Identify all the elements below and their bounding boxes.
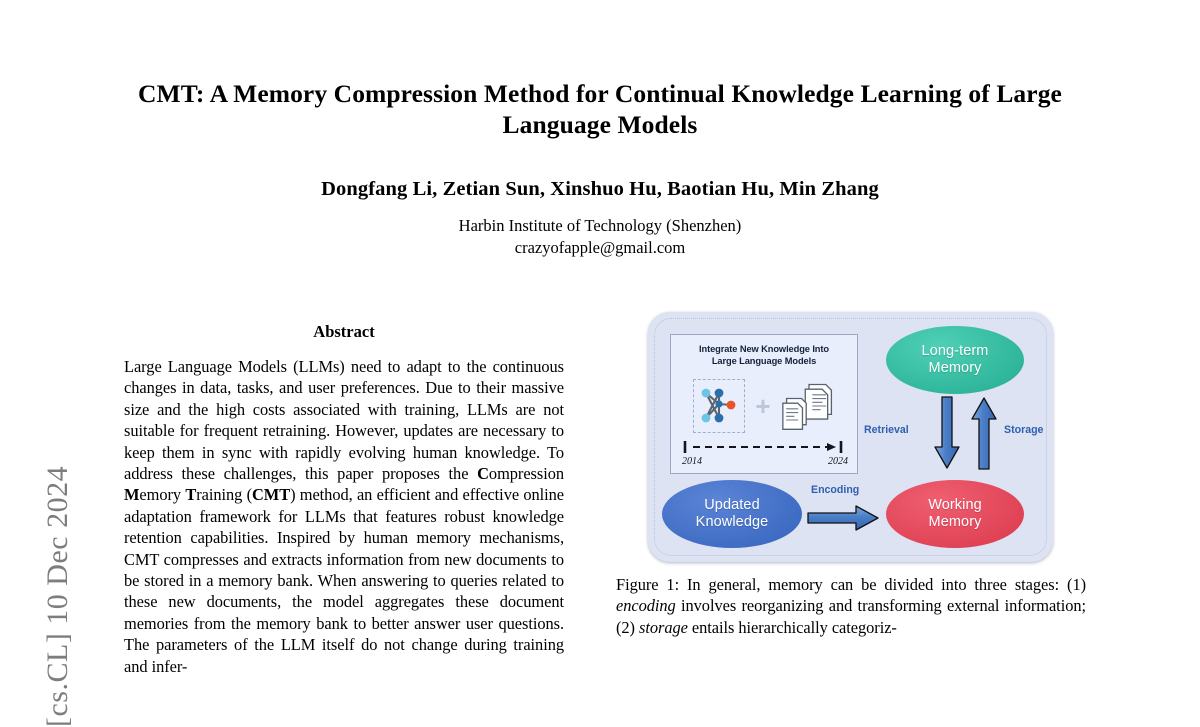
caption-text-3: entails hierarchically categoriz- <box>687 617 897 637</box>
storage-arrow-up-icon <box>971 397 997 470</box>
retrieval-arrow-down-icon <box>934 396 960 469</box>
figure-caption: Figure 1: In general, memory can be divi… <box>616 574 1086 638</box>
document-stack-icon <box>781 383 832 430</box>
abstract-text-4: raining ( <box>196 485 252 505</box>
panel-title-line-2: Large Language Models <box>711 356 817 366</box>
caption-text-2: involves reorganizing and transforming e… <box>616 596 1086 637</box>
caption-emphasis-encoding: encoding <box>616 596 676 616</box>
arxiv-stamp: [cs.CL] 10 Dec 2024 <box>0 0 92 727</box>
updated-knowledge-line-1: Updated <box>704 497 760 513</box>
arrow-label-encoding: Encoding <box>811 484 860 496</box>
timeline-labels: 2014 2024 <box>681 456 849 467</box>
title-block: CMT: A Memory Compression Method for Con… <box>110 78 1090 259</box>
timeline-end-label: 2024 <box>828 456 848 467</box>
knowledge-panel-title: Integrate New Knowledge Into Large Langu… <box>677 343 851 367</box>
figure-column: Integrate New Knowledge Into Large Langu… <box>616 312 1086 638</box>
arrow-label-storage: Storage <box>1004 424 1044 436</box>
panel-icon-row: + <box>671 377 859 435</box>
node-long-term-memory: Long-term Memory <box>886 326 1024 394</box>
abstract-column: Abstract Large Language Models (LLMs) ne… <box>124 322 564 677</box>
node-working-memory: Working Memory <box>886 480 1024 548</box>
graph-icon-box <box>693 379 746 433</box>
arxiv-stamp-text: [cs.CL] 10 Dec 2024 <box>41 465 74 727</box>
abstract-body: Large Language Models (LLMs) need to ada… <box>124 356 564 677</box>
knowledge-panel: Integrate New Knowledge Into Large Langu… <box>670 334 858 474</box>
neural-network-graph-icon <box>702 388 736 423</box>
arrow-label-retrieval: Retrieval <box>864 424 909 436</box>
caption-text-1: Figure 1: In general, memory can be divi… <box>616 575 1086 594</box>
contact-email: crazyofapple@gmail.com <box>514 238 686 257</box>
working-memory-line-2: Memory <box>928 514 982 530</box>
abstract-text-1: Large Language Models (LLMs) need to ada… <box>124 357 564 484</box>
figure-diagram: Integrate New Knowledge Into Large Langu… <box>648 312 1053 562</box>
abstract-bold-cmt: CMT <box>251 485 291 505</box>
panel-title-line-1: Integrate New Knowledge Into <box>699 344 829 354</box>
updated-knowledge-line-2: Knowledge <box>695 514 769 530</box>
timeline: 2014 2024 <box>681 439 849 467</box>
working-memory-line-1: Working <box>928 497 982 513</box>
caption-emphasis-storage: storage <box>639 617 688 637</box>
page-title: CMT: A Memory Compression Method for Con… <box>138 79 1062 139</box>
long-term-memory-line-2: Memory <box>928 360 982 376</box>
timeline-axis-icon <box>683 441 843 453</box>
abstract-heading: Abstract <box>313 322 375 341</box>
affiliation: Harbin Institute of Technology (Shenzhen… <box>458 216 742 235</box>
abstract-bold-t: T <box>185 485 197 505</box>
timeline-start-label: 2014 <box>682 456 702 467</box>
plus-icon: + <box>755 391 771 421</box>
abstract-bold-c: C <box>477 464 489 484</box>
long-term-memory-line-1: Long-term <box>921 343 989 359</box>
encoding-arrow-right-icon <box>807 505 879 531</box>
abstract-text-5: ) method, an efficient and effective onl… <box>124 485 564 676</box>
abstract-bold-m: M <box>124 485 140 505</box>
node-updated-knowledge: Updated Knowledge <box>662 480 802 548</box>
author-list: Dongfang Li, Zetian Sun, Xinshuo Hu, Bao… <box>321 178 879 200</box>
abstract-text-2: ompression <box>488 464 564 484</box>
abstract-text-3: emory <box>139 485 186 505</box>
